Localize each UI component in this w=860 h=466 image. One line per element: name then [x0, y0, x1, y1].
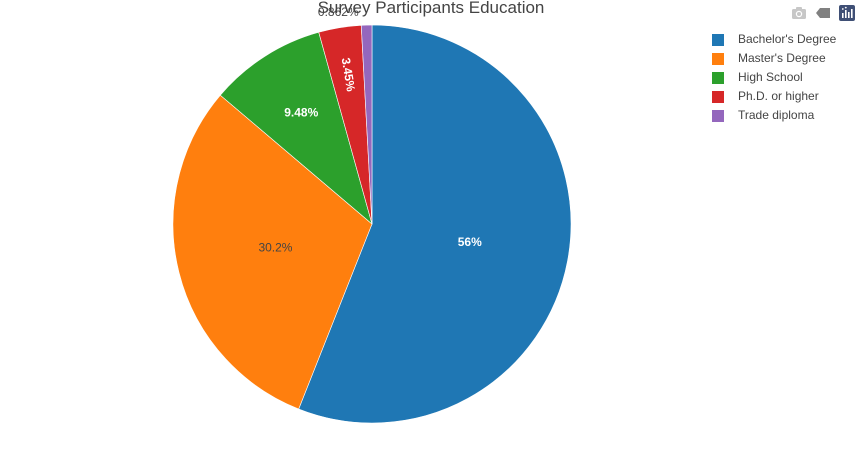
camera-icon[interactable] — [790, 4, 808, 22]
pie-slice-master-s-degree[interactable] — [172, 94, 373, 410]
pie-slice-high-school[interactable] — [219, 31, 373, 225]
pie-slice-trade-diploma[interactable] — [360, 24, 373, 225]
legend-label-ph-d-or-higher[interactable]: Ph.D. or higher — [738, 89, 819, 103]
slice-label-trade-diploma: 0.862% — [318, 5, 359, 19]
plotly-logo-icon[interactable] — [838, 4, 856, 22]
pie-slice-bachelor-s-degree[interactable] — [298, 24, 572, 424]
autoscale-icon[interactable] — [814, 4, 832, 22]
legend-swatch-ph-d-or-higher[interactable] — [712, 91, 724, 103]
slice-label-high-school: 9.48% — [284, 106, 318, 120]
legend-label-high-school[interactable]: High School — [738, 70, 803, 84]
legend-swatch-trade-diploma[interactable] — [712, 110, 724, 122]
chart-title: Survey Participants Education — [318, 0, 545, 17]
pie-slice-labels: 56% 30.2% 9.48% 3.45% 0.862% — [258, 5, 482, 254]
legend: Bachelor's Degree Master's Degree High Sch… — [712, 32, 837, 122]
pie-slices — [172, 24, 572, 424]
legend-swatch-high-school[interactable] — [712, 72, 724, 84]
legend-swatch-master-s-degree[interactable] — [712, 53, 724, 65]
legend-label-bachelor-s-degree[interactable]: Bachelor's Degree — [738, 32, 837, 46]
slice-label-bachelor-s-degree: 56% — [458, 235, 482, 249]
legend-label-master-s-degree[interactable]: Master's Degree — [738, 51, 826, 65]
slice-label-ph-d-or-higher: 3.45% — [339, 57, 358, 93]
slice-label-master-s-degree: 30.2% — [258, 240, 292, 254]
legend-label-trade-diploma[interactable]: Trade diploma — [738, 108, 815, 122]
modebar — [790, 4, 856, 22]
legend-swatch-bachelor-s-degree[interactable] — [712, 34, 724, 46]
